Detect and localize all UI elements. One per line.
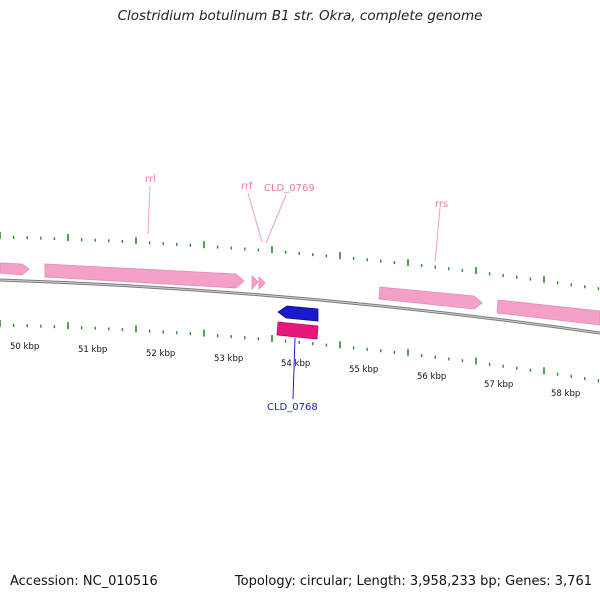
gene-arrow-rrl[interactable]: [44, 263, 245, 289]
scale-label: 57 kbp: [484, 380, 513, 390]
scale-label: 54 kbp: [281, 359, 310, 369]
gene-rect-pink[interactable]: [276, 321, 319, 340]
scale-label: 55 kbp: [349, 365, 378, 375]
label-callouts: [147, 185, 441, 400]
gene-arrow-rrf[interactable]: [251, 275, 259, 291]
gene-label-cld-0769[interactable]: CLD_0769: [264, 183, 315, 194]
gene-arrow-cld-0769[interactable]: [258, 276, 266, 290]
gene-arrow-left-edge[interactable]: [0, 262, 30, 276]
reverse-strand-features: [276, 305, 319, 340]
scale-label: 51 kbp: [78, 345, 107, 355]
scale-label: 53 kbp: [214, 354, 243, 364]
gene-label-rrf[interactable]: rrf: [241, 181, 253, 192]
outer-tick-row: [0, 232, 600, 291]
scale-label: 52 kbp: [146, 349, 175, 359]
scale-label: 50 kbp: [10, 342, 39, 352]
scale-label: 58 kbp: [551, 389, 580, 399]
gene-arrow-rrs[interactable]: [378, 286, 483, 310]
gene-arrow-cld-0768[interactable]: [277, 305, 319, 322]
gene-label-rrs[interactable]: rrs: [435, 199, 448, 210]
forward-strand-features: [0, 262, 600, 326]
gene-label-cld-0768[interactable]: CLD_0768: [267, 402, 318, 413]
scale-labels: 50 kbp 51 kbp 52 kbp 53 kbp 54 kbp 55 kb…: [10, 342, 580, 399]
map-title: Clostridium botulinum B1 str. Okra, comp…: [117, 8, 483, 24]
genome-summary-text: Topology: circular; Length: 3,958,233 bp…: [234, 574, 592, 589]
gene-arrow-right-edge[interactable]: [496, 299, 600, 326]
genome-backbone-highlight: [0, 279, 600, 334]
scale-label: 56 kbp: [417, 372, 446, 382]
gene-labels: rrl rrf CLD_0769 rrs CLD_0768: [145, 174, 448, 413]
accession-text: Accession: NC_010516: [10, 574, 158, 589]
inner-tick-row: [0, 320, 600, 383]
gene-label-rrl[interactable]: rrl: [145, 174, 156, 185]
